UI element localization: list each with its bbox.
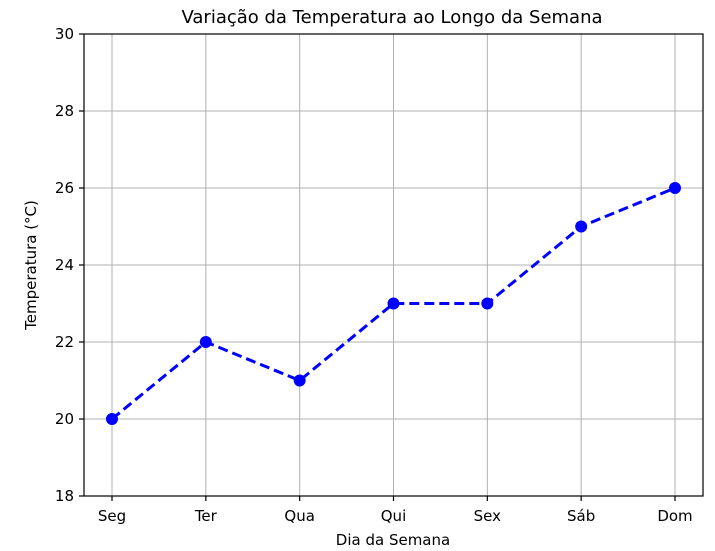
series-layer [106,182,681,425]
x-tick-label: Ter [194,507,218,525]
y-tick-label: 20 [55,410,74,428]
data-point [575,220,588,233]
y-tick-label: 26 [55,179,74,197]
y-tick-label: 24 [55,256,74,274]
data-point [387,297,400,310]
data-point [199,336,212,348]
data-point [669,182,681,194]
y-tick-label: 22 [55,333,74,351]
x-tick-label: Seg [98,507,126,525]
x-tick-label: Qua [284,507,315,525]
y-tick-label: 28 [55,102,74,120]
x-tick-label: Sáb [567,507,595,525]
data-point [106,413,118,425]
y-tick-label: 30 [55,25,74,43]
grid [84,33,703,497]
x-tick-label: Qui [381,507,406,525]
y-axis-label: Temperatura (°C) [22,200,40,331]
axis-ticks: Seg Ter Qua Qui Sex Sáb Dom 18 20 22 24 26 28 30 [55,25,693,525]
x-tick-label: Sex [474,507,501,525]
data-point [293,374,306,387]
chart-title: Variação da Temperatura ao Longo da Sema… [181,7,602,28]
x-axis-label: Dia da Semana [336,531,450,549]
data-point [481,297,494,310]
x-tick-label: Dom [657,507,692,525]
y-tick-label: 18 [55,487,74,505]
